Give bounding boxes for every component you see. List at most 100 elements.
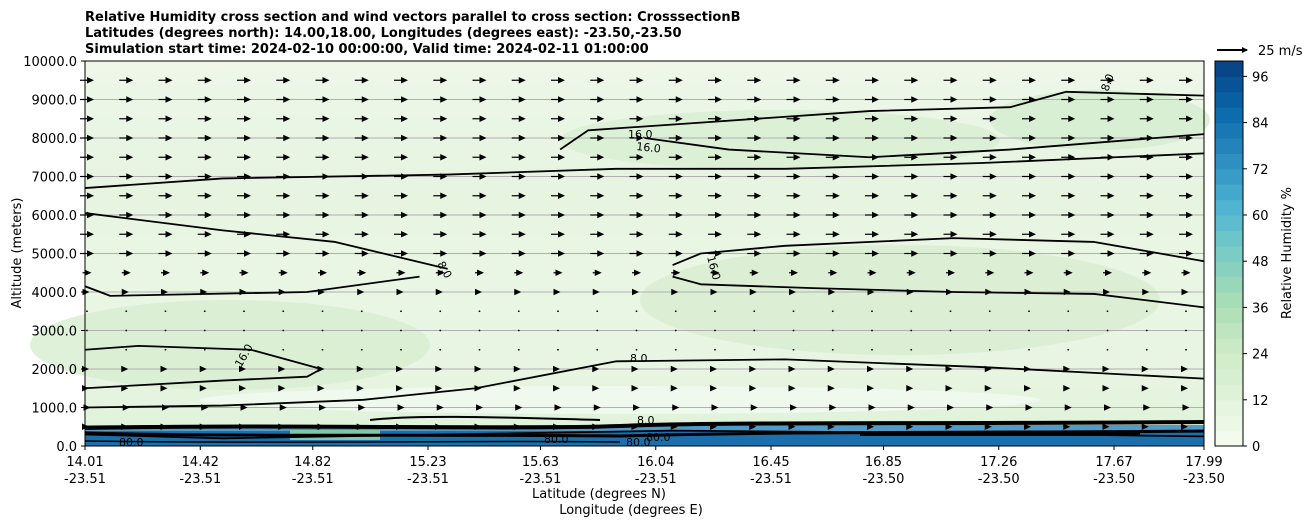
- wind-vector: [551, 250, 565, 257]
- wind-vector: [629, 250, 644, 257]
- wind-vector: [1063, 269, 1073, 276]
- colorbar-segment: [1215, 245, 1243, 262]
- wind-vector: [708, 96, 722, 103]
- wind-vector: [907, 404, 915, 411]
- wind-vector: [356, 385, 364, 392]
- wind-vector: [865, 192, 879, 199]
- wind-vector: [400, 329, 402, 332]
- wind-vector: [590, 211, 605, 219]
- wind-vector: [197, 154, 212, 161]
- wind-vector: [553, 385, 560, 392]
- wind-vector: [511, 134, 526, 142]
- wind-vector: [357, 288, 365, 296]
- wind-vector: [786, 211, 801, 219]
- wind-vector: [125, 348, 128, 351]
- wind-vector: [1025, 404, 1033, 411]
- wind-vector: [119, 211, 134, 219]
- wind-vector: [982, 134, 997, 142]
- wind-vector: [945, 423, 953, 430]
- wind-vector: [1179, 231, 1193, 238]
- wind-vector: [943, 115, 958, 122]
- wind-vector: [475, 288, 482, 296]
- wind-vector: [708, 173, 722, 180]
- wind-vector: [1061, 250, 1076, 257]
- wind-vector: [596, 329, 599, 332]
- wind-vector: [315, 154, 330, 161]
- x-tick-label-lat: 14.82: [294, 455, 331, 470]
- wind-vector: [158, 77, 173, 84]
- colorbar-segment: [1215, 430, 1243, 447]
- wind-vector: [119, 154, 134, 161]
- wind-vector: [871, 310, 873, 313]
- contour-line: [672, 275, 1205, 309]
- wind-vector: [632, 288, 639, 296]
- wind-vector: [551, 134, 565, 142]
- wind-vector: [828, 269, 838, 276]
- wind-vector: [158, 134, 173, 142]
- wind-vector: [158, 173, 173, 180]
- humidity-patch: [990, 90, 1210, 150]
- wind-vector: [668, 115, 683, 122]
- wind-vector: [433, 115, 448, 122]
- wind-vector: [472, 173, 487, 180]
- wind-vector: [982, 173, 997, 180]
- wind-vector: [1022, 134, 1036, 142]
- wind-vector: [868, 404, 876, 411]
- wind-vector: [433, 211, 448, 219]
- wind-vector: [825, 77, 840, 84]
- wind-vector: [943, 134, 958, 142]
- wind-vector: [593, 404, 601, 411]
- wind-vector: [943, 173, 958, 180]
- wind-vector: [511, 211, 526, 219]
- wind-vector: [1139, 192, 1154, 199]
- wind-vector: [197, 192, 212, 199]
- chart-title-line-3: Simulation start time: 2024-02-10 00:00:…: [85, 42, 649, 57]
- wind-vector: [472, 250, 487, 257]
- wind-vector: [590, 192, 605, 199]
- wind-vector: [557, 310, 559, 313]
- wind-vector: [831, 329, 834, 332]
- contour-line: [84, 275, 420, 297]
- colorbar-segment: [1215, 91, 1243, 108]
- wind-vector: [1179, 134, 1193, 142]
- wind-vector: [671, 269, 681, 276]
- wind-vector: [1142, 288, 1150, 296]
- wind-vector: [394, 211, 408, 219]
- wind-vector: [904, 77, 919, 84]
- wind-vector: [435, 269, 445, 276]
- wind-vector: [670, 365, 678, 373]
- wind-vector: [753, 310, 756, 313]
- colorbar-segment: [1215, 399, 1243, 416]
- wind-vector: [243, 310, 245, 313]
- wind-vector: [710, 288, 718, 296]
- wind-vector: [631, 365, 639, 373]
- wind-vector: [478, 310, 481, 313]
- wind-vector: [278, 385, 286, 392]
- wind-vector: [1028, 329, 1030, 332]
- humidity-patch: [560, 110, 1000, 170]
- y-tick-label: 9000.0: [32, 94, 78, 109]
- wind-vector: [1100, 250, 1115, 257]
- wind-vector: [708, 115, 722, 122]
- x-tick-label-lon: -23.50: [863, 472, 905, 487]
- wind-vector: [354, 134, 369, 142]
- wind-vector: [511, 77, 526, 84]
- wind-vector: [199, 385, 207, 392]
- wind-vector: [906, 385, 914, 392]
- wind-vector: [1100, 173, 1115, 180]
- wind-vector: [668, 134, 683, 142]
- wind-vector: [278, 269, 288, 276]
- wind-vector: [865, 77, 879, 84]
- colorbar-segment: [1215, 276, 1243, 293]
- wind-vector: [910, 329, 913, 332]
- wind-vector: [1179, 154, 1193, 161]
- wind-vector: [668, 231, 683, 238]
- wind-vector: [551, 96, 565, 103]
- wind-vector: [747, 211, 762, 219]
- colorbar-tick-label: 0: [1252, 440, 1260, 455]
- wind-vector: [1100, 192, 1115, 199]
- y-tick-label: 0.0: [56, 440, 77, 455]
- wind-vector: [551, 154, 565, 161]
- wind-vector: [786, 192, 801, 199]
- wind-vector: [472, 231, 487, 238]
